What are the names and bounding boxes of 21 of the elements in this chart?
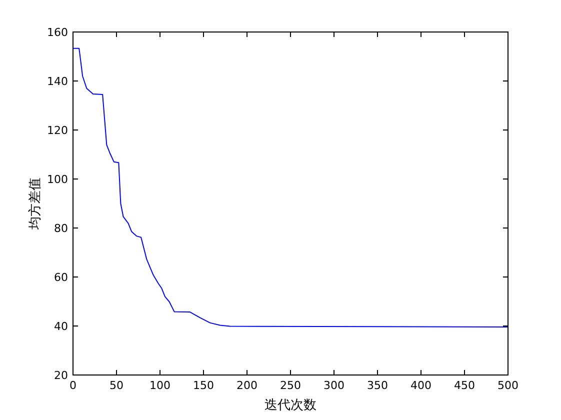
y-tick-label: 120: [47, 124, 68, 137]
x-tick-label: 400: [410, 379, 432, 392]
y-axis-title: 均方差值: [27, 178, 43, 230]
x-tick-label: 100: [150, 379, 170, 392]
x-tick-label: 0: [70, 379, 76, 392]
y-tick-label: 140: [47, 75, 68, 88]
x-tick-label: 150: [193, 379, 214, 392]
x-tick-label: 450: [454, 379, 475, 392]
x-tick-label: 50: [110, 379, 124, 392]
x-tick-label: 250: [280, 379, 301, 392]
y-tick-label: 160: [47, 26, 68, 39]
x-tick-label: 500: [498, 379, 518, 392]
x-axis-title: 迭代次数: [264, 398, 316, 413]
x-tick-label: 350: [367, 379, 388, 392]
x-tick-label: 300: [324, 379, 344, 392]
y-tick-label: 80: [54, 222, 68, 235]
y-tick-label: 60: [54, 271, 68, 284]
y-tick-label: 20: [54, 369, 68, 382]
y-tick-label: 100: [47, 173, 68, 186]
y-tick-label: 40: [54, 320, 68, 333]
x-tick-label: 200: [236, 379, 258, 392]
